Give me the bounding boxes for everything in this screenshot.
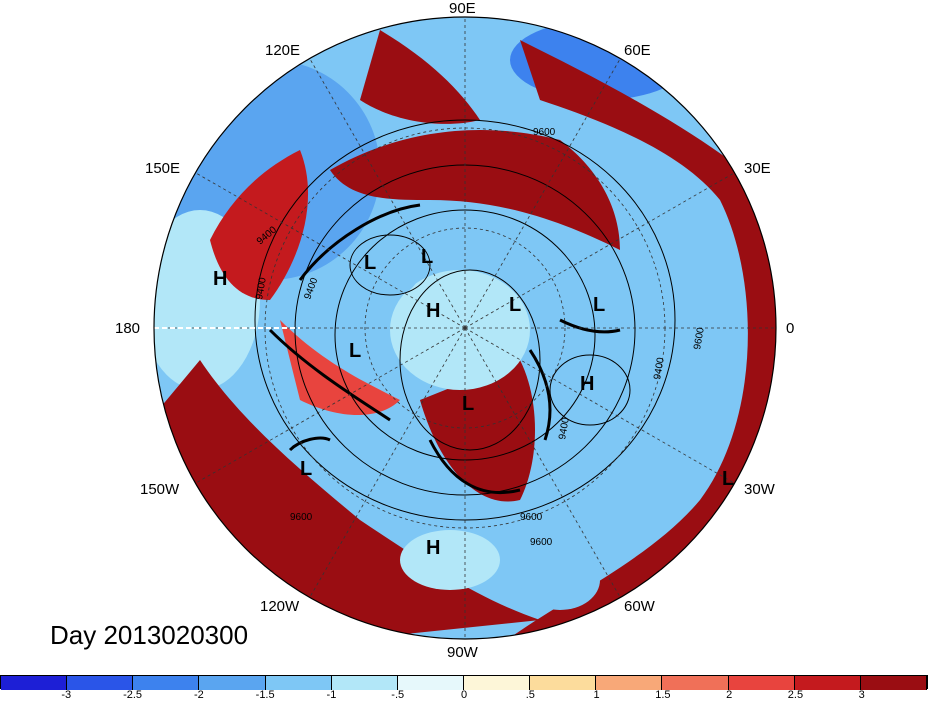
contour-label: 9600	[290, 512, 313, 523]
lon-label-60w: 60W	[624, 598, 655, 615]
anomaly-field	[154, 17, 776, 639]
lon-label-150e: 150E	[145, 160, 181, 177]
lon-label-0: 0	[786, 320, 795, 337]
colorbar-tick-label: 2.5	[787, 689, 804, 701]
colorbar-swatch	[199, 676, 266, 690]
pressure-center: L	[509, 294, 522, 316]
colorbar-tick-label: -1	[326, 689, 337, 701]
colorbar-swatch	[530, 676, 597, 690]
colorbar-tick-label: -2	[193, 689, 204, 701]
colorbar	[0, 675, 928, 690]
colorbar-swatch	[67, 676, 134, 690]
contour-label: 9600	[533, 127, 556, 138]
pressure-center: L	[593, 294, 606, 316]
colorbar-swatch	[331, 676, 398, 690]
colorbar-swatch	[265, 676, 332, 690]
colorbar-swatch	[463, 676, 531, 690]
pressure-center: H	[580, 373, 595, 395]
day-label: Day 2013020300	[50, 620, 249, 650]
pressure-center: L	[421, 246, 434, 268]
colorbar-tick-label: 1.5	[655, 689, 671, 701]
colorbar-swatch	[860, 676, 927, 690]
colorbar-tick-label: 2	[726, 689, 733, 701]
pressure-center: L	[364, 252, 377, 274]
pressure-center: L	[462, 393, 475, 415]
colorbar-tick-label: -1.5	[255, 689, 275, 701]
lon-label-90w: 90W	[447, 644, 478, 661]
contour-label: 9400	[254, 276, 269, 300]
lon-label-120e: 120E	[265, 42, 301, 59]
pressure-center: H	[426, 537, 441, 559]
colorbar-swatch	[1, 676, 68, 690]
pressure-center: L	[722, 468, 735, 490]
colorbar-tick-label: -2.5	[123, 689, 143, 701]
lon-label-90e: 90E	[449, 0, 476, 17]
lon-label-30e: 30E	[744, 160, 771, 177]
colorbar-swatch	[662, 676, 729, 690]
colorbar-tick-label: .5	[525, 689, 535, 701]
lon-label-150w: 150W	[140, 481, 180, 498]
lon-label-180: 180	[115, 320, 141, 337]
pressure-center: H	[213, 268, 228, 290]
pressure-center: H	[426, 300, 441, 322]
contour-label: 9400	[557, 416, 572, 440]
contour-label: 9600	[520, 512, 543, 523]
map-boundary	[153, 16, 777, 640]
colorbar-tick-label: -.5	[391, 689, 405, 701]
colorbar-swatch	[133, 676, 200, 690]
colorbar-swatch	[596, 676, 663, 690]
contour-label: 9600	[530, 537, 553, 548]
colorbar-swatch	[397, 676, 464, 690]
pressure-center: L	[349, 340, 362, 362]
colorbar-swatch	[794, 676, 861, 690]
colorbar-tick-label: 0	[460, 689, 468, 701]
colorbar-tick-label: 3	[858, 689, 865, 701]
colorbar-swatch	[728, 676, 795, 690]
lon-label-60e: 60E	[624, 42, 651, 59]
contour-label: 9400	[652, 356, 667, 380]
lon-label-30w: 30W	[744, 481, 775, 498]
pressure-center: L	[300, 458, 313, 480]
lon-label-120w: 120W	[260, 598, 300, 615]
colorbar-tick-label: 1	[593, 689, 600, 701]
jet-contours	[268, 203, 621, 495]
contour-label: 9600	[692, 326, 707, 350]
colorbar-tick-label: -3	[61, 689, 72, 701]
